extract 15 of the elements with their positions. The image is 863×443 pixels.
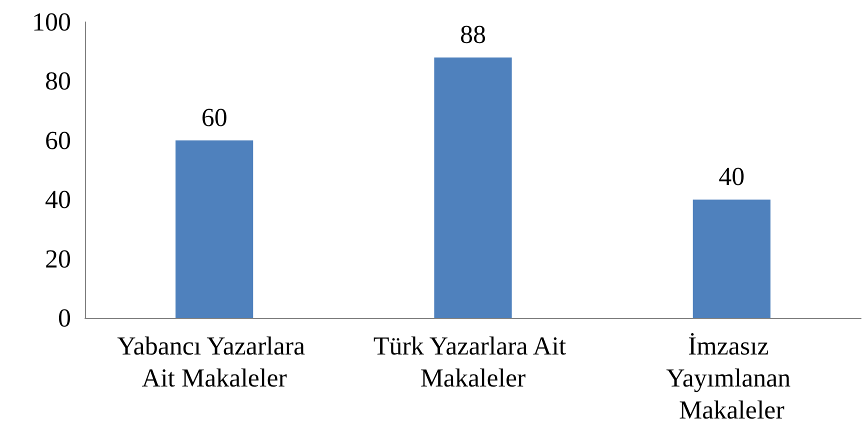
x-tick-label: Yabancı Yazarlara Ait Makaleler bbox=[117, 332, 312, 392]
data-label: 40 bbox=[718, 162, 745, 192]
y-tick-label: 80 bbox=[45, 66, 71, 96]
data-label: 88 bbox=[460, 20, 486, 50]
bar bbox=[176, 140, 254, 318]
y-tick-label: 0 bbox=[58, 304, 71, 332]
x-tick-label: İmzasız Yayımlanan Makaleler bbox=[666, 332, 798, 424]
x-tick-label: Türk Yazarlara Ait Makaleler bbox=[373, 332, 573, 392]
y-tick-label: 100 bbox=[32, 8, 71, 36]
y-tick-label: 40 bbox=[45, 185, 71, 214]
data-label: 60 bbox=[201, 102, 228, 132]
bar bbox=[434, 58, 512, 318]
y-tick-label: 20 bbox=[45, 244, 71, 274]
bar bbox=[692, 200, 770, 318]
y-tick-label: 60 bbox=[45, 126, 71, 155]
